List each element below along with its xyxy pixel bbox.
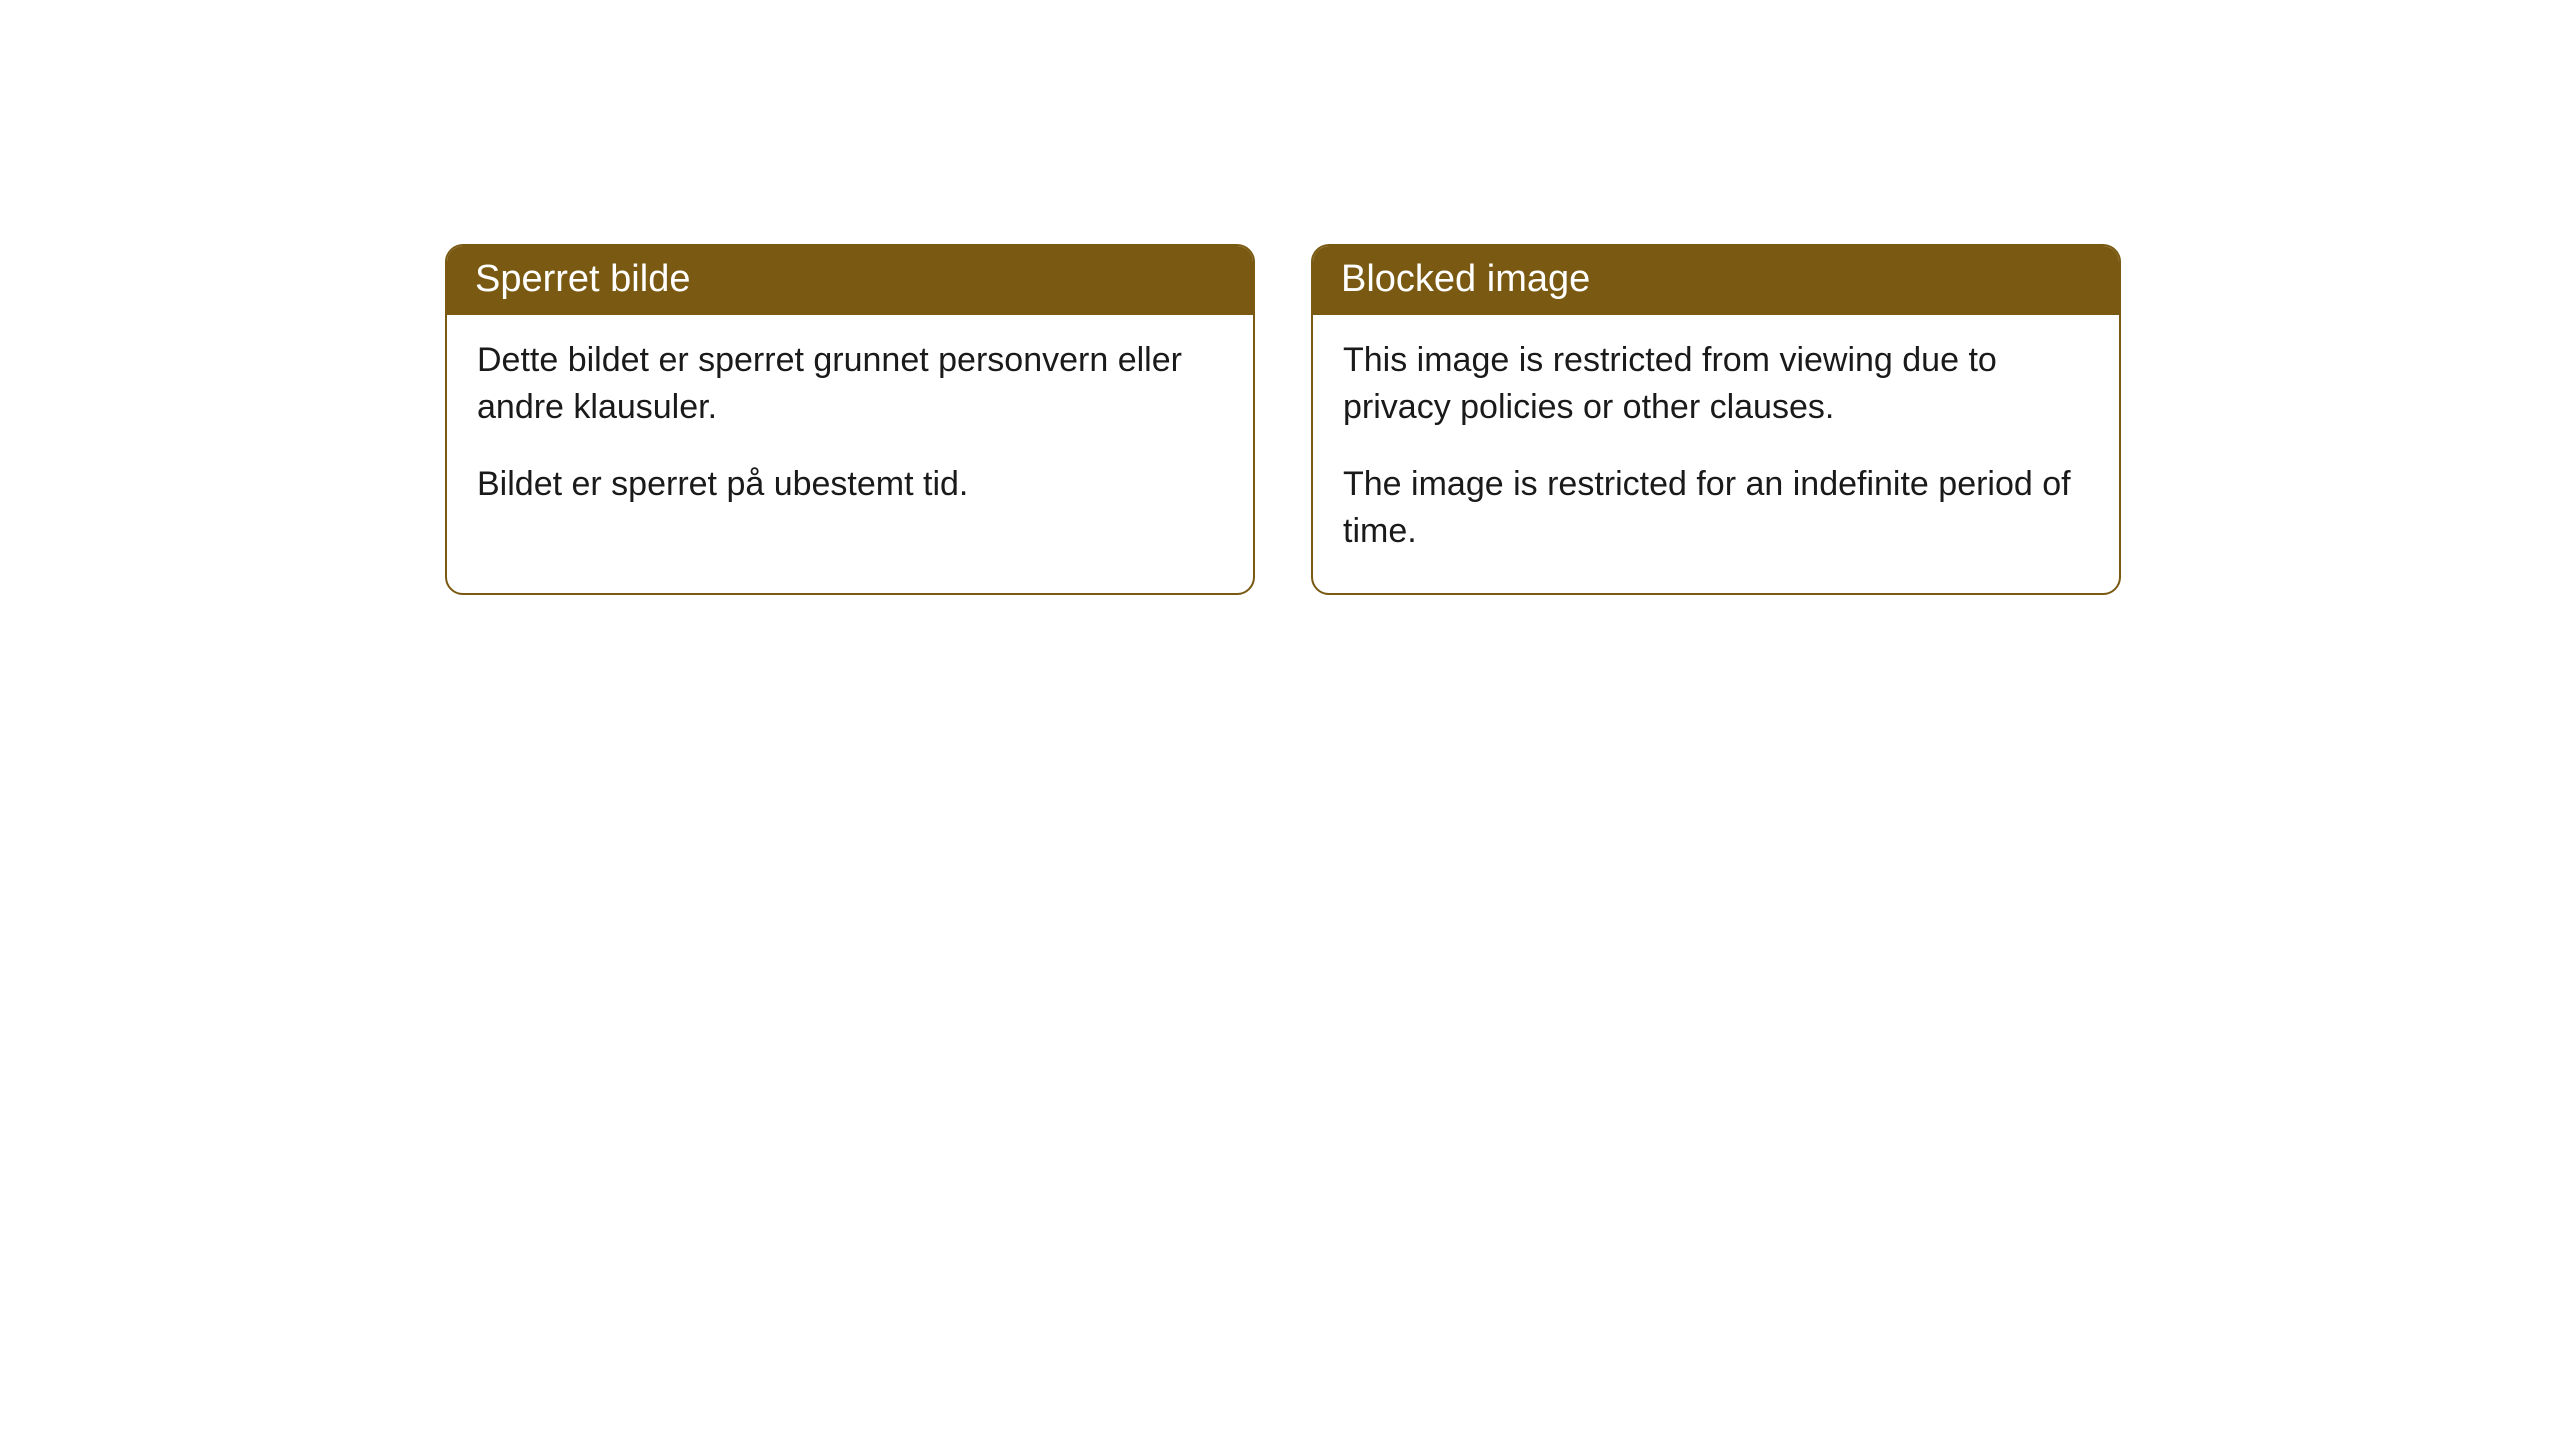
card-container: Sperret bilde Dette bildet er sperret gr… <box>0 0 2560 595</box>
card-text-line1: Dette bildet er sperret grunnet personve… <box>477 337 1223 431</box>
card-text-line1: This image is restricted from viewing du… <box>1343 337 2089 431</box>
card-body: Dette bildet er sperret grunnet personve… <box>447 315 1253 546</box>
card-body: This image is restricted from viewing du… <box>1313 315 2119 593</box>
card-text-line2: Bildet er sperret på ubestemt tid. <box>477 461 1223 508</box>
card-title: Blocked image <box>1341 258 1590 300</box>
card-text-line2: The image is restricted for an indefinit… <box>1343 461 2089 555</box>
card-title: Sperret bilde <box>475 258 690 300</box>
notice-card-english: Blocked image This image is restricted f… <box>1311 244 2121 595</box>
card-header: Sperret bilde <box>447 246 1253 315</box>
card-header: Blocked image <box>1313 246 2119 315</box>
notice-card-norwegian: Sperret bilde Dette bildet er sperret gr… <box>445 244 1255 595</box>
